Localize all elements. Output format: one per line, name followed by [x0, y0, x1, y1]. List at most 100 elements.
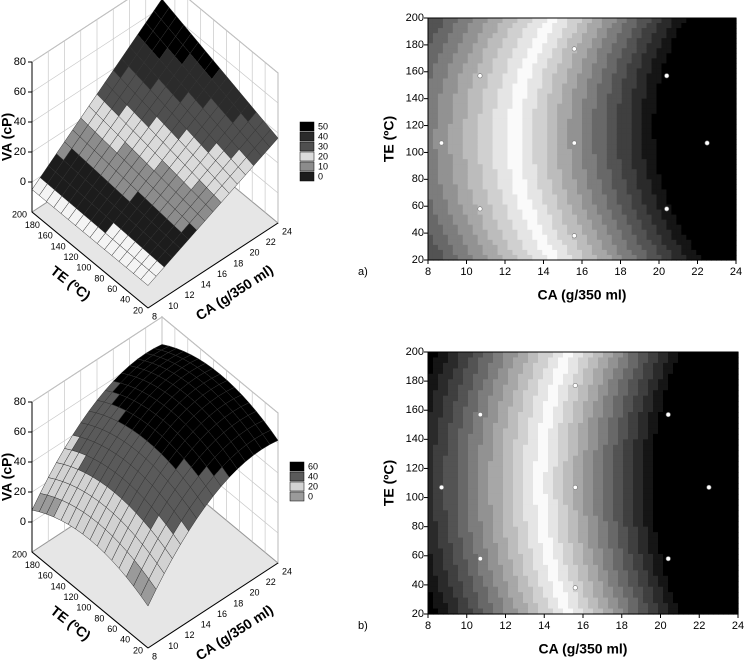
- contour-band: [512, 239, 519, 246]
- contour-band: [616, 169, 623, 175]
- contour-band: [572, 144, 578, 150]
- contour-band: [562, 123, 568, 130]
- contour-band: [528, 401, 534, 408]
- contour-band: [482, 214, 489, 221]
- contour-band: [621, 144, 628, 150]
- contour-band: [711, 214, 717, 221]
- contour-band: [473, 488, 479, 495]
- contour-band: [503, 532, 509, 539]
- contour-band: [567, 214, 573, 221]
- z-tick-label: 0: [20, 176, 26, 188]
- contour-band: [567, 108, 573, 115]
- contour-band: [457, 33, 464, 39]
- contour-band: [596, 204, 603, 211]
- contour-band: [543, 603, 549, 610]
- contour-band: [726, 68, 732, 75]
- contour-band: [452, 88, 459, 95]
- contour-band: [731, 68, 737, 75]
- contour-band: [596, 108, 603, 115]
- contour-band: [493, 543, 499, 550]
- contour-band: [611, 164, 618, 170]
- contour-band: [523, 362, 529, 369]
- contour-band: [433, 586, 439, 593]
- contour-band: [656, 209, 663, 216]
- contour-band: [641, 189, 648, 196]
- contour-band: [671, 254, 677, 261]
- contour-band: [453, 488, 459, 495]
- contour-band: [626, 174, 633, 180]
- contour-band: [477, 239, 484, 246]
- contour-band: [467, 133, 474, 140]
- contour-band: [473, 537, 479, 544]
- contour-band: [493, 472, 499, 479]
- contour-band: [553, 412, 559, 419]
- contour-band: [502, 113, 509, 120]
- contour-band: [557, 118, 563, 125]
- contour-band: [428, 450, 434, 457]
- contour-band: [716, 73, 722, 80]
- contour-band: [533, 493, 539, 500]
- contour-band: [696, 169, 702, 175]
- contour-band: [671, 234, 677, 241]
- contour-band: [487, 169, 494, 175]
- contour-band: [557, 113, 563, 120]
- contour-band: [661, 239, 668, 246]
- contour-band: [626, 83, 633, 90]
- contour-band: [538, 510, 544, 517]
- contour-band: [601, 199, 608, 206]
- contour-band: [537, 239, 543, 246]
- contour-band: [582, 204, 588, 211]
- contour-band: [537, 234, 543, 241]
- contour-band: [646, 179, 653, 185]
- contour-band: [661, 48, 668, 54]
- contour-band: [606, 169, 613, 175]
- contour-band: [463, 603, 469, 610]
- contour-band: [433, 477, 439, 484]
- contour-band: [557, 144, 563, 150]
- contour-band: [726, 23, 732, 29]
- contour-band: [606, 154, 613, 160]
- contour-band: [467, 18, 474, 24]
- contour-band: [457, 224, 464, 231]
- contour-band: [558, 483, 564, 490]
- contour-band: [432, 139, 439, 145]
- contour-band: [477, 149, 484, 155]
- contour-band: [493, 422, 499, 430]
- contour-band: [591, 133, 598, 140]
- contour-band: [508, 461, 514, 468]
- contour-band: [522, 219, 528, 226]
- contour-band: [601, 164, 608, 170]
- contour-band: [538, 422, 544, 430]
- contour-band: [472, 38, 479, 44]
- contour-band: [518, 357, 524, 364]
- contour-band: [691, 194, 697, 201]
- contour-band: [492, 128, 499, 135]
- contour-band: [468, 368, 474, 375]
- contour-band: [458, 581, 464, 588]
- contour-band: [508, 450, 514, 457]
- contour-band: [532, 159, 538, 165]
- contour-band: [428, 103, 434, 110]
- contour-band: [508, 362, 514, 369]
- contour-band: [582, 249, 588, 256]
- contour-band: [582, 149, 588, 155]
- contour-band: [512, 189, 519, 196]
- x-tick-label: 8: [152, 651, 157, 661]
- contour-band: [482, 88, 489, 95]
- contour-band: [517, 154, 523, 160]
- contour-band: [502, 239, 509, 246]
- contour-band: [666, 133, 673, 140]
- contour-band: [512, 73, 519, 80]
- contour-band: [463, 444, 469, 451]
- contour-band: [606, 48, 613, 54]
- contour-band: [457, 73, 464, 80]
- contour-band: [596, 133, 603, 140]
- contour-band: [651, 33, 658, 39]
- contour-band: [726, 199, 732, 206]
- contour-band: [596, 169, 603, 175]
- contour-band: [651, 103, 658, 110]
- contour-band: [548, 559, 554, 566]
- contour-band: [601, 78, 608, 85]
- contour-band: [507, 18, 514, 24]
- contour-band: [626, 88, 633, 95]
